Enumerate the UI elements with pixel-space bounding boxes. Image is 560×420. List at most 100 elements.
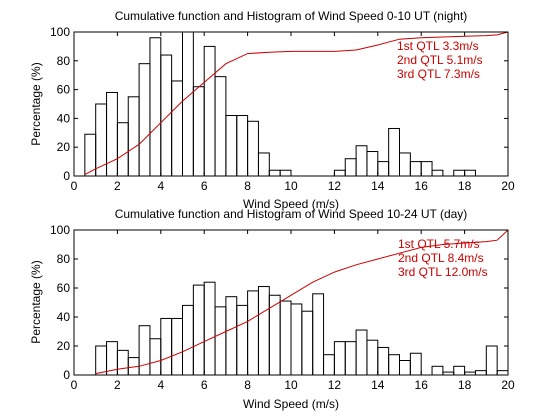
y-tick-label: 40	[57, 310, 71, 324]
y-tick-label: 0	[63, 368, 70, 382]
y-tick-label: 60	[57, 281, 71, 295]
x-tick-label: 0	[71, 179, 78, 193]
chart-panel-day: Cumulative function and Histogram of Win…	[29, 207, 515, 411]
y-tick-label: 0	[63, 169, 70, 183]
quartile-annotation: 2nd QTL 8.4m/s	[398, 251, 484, 265]
chart-panel-night: Cumulative function and Histogram of Win…	[29, 9, 515, 211]
histogram-bar	[453, 365, 466, 376]
histogram-bar	[268, 169, 281, 177]
histogram-bar	[247, 120, 259, 177]
cumulative-line	[95, 229, 509, 375]
histogram-bar	[420, 161, 433, 177]
histogram-bar	[464, 169, 476, 177]
histogram-bar	[399, 152, 411, 177]
histogram-bar	[312, 293, 325, 376]
histogram-bar	[377, 161, 390, 177]
y-tick-label: 20	[57, 140, 71, 154]
quartile-annotation: 1st QTL 3.3m/s	[397, 39, 479, 53]
x-tick-label: 6	[201, 179, 208, 193]
histogram-bar	[290, 303, 303, 376]
histogram-bar	[192, 86, 205, 177]
histogram-bar	[149, 37, 162, 177]
chart-title: Cumulative function and Histogram of Win…	[115, 9, 468, 23]
histogram-bar	[257, 152, 270, 177]
histogram-bar	[160, 317, 173, 376]
y-axis-label: Percentage (%)	[29, 260, 43, 343]
cumulative-line	[84, 31, 509, 176]
histogram-bar	[431, 169, 444, 177]
y-tick-label: 40	[57, 111, 71, 125]
histogram-bar	[355, 329, 368, 376]
histogram-bar	[214, 306, 227, 376]
y-tick-label: 100	[50, 25, 70, 39]
histogram-bar	[95, 345, 108, 376]
quartile-annotation: 1st QTL 5.7m/s	[398, 237, 480, 251]
x-axis-label: Wind Speed (m/s)	[243, 397, 339, 411]
quartile-annotation: 2nd QTL 5.1m/s	[397, 53, 483, 67]
histogram-bar	[431, 365, 444, 376]
x-tick-label: 20	[501, 179, 515, 193]
histogram-bar	[127, 96, 140, 177]
x-tick-label: 0	[71, 378, 78, 392]
histogram-bar	[171, 80, 183, 177]
x-tick-label: 16	[415, 179, 429, 193]
x-tick-label: 18	[458, 378, 472, 392]
histogram-bar	[171, 317, 183, 376]
x-tick-label: 8	[244, 179, 251, 193]
histogram-bar	[409, 352, 422, 376]
histogram-bar	[409, 161, 422, 177]
x-tick-label: 14	[371, 179, 385, 193]
x-tick-label: 6	[201, 378, 208, 392]
y-axis-label: Percentage (%)	[29, 62, 43, 145]
histogram-bar	[388, 127, 400, 177]
histogram-bar	[257, 286, 270, 376]
quartile-annotation: 3rd QTL 7.3m/s	[397, 67, 480, 81]
histogram-bar	[333, 341, 346, 376]
histogram-bar	[355, 145, 368, 177]
chart-title: Cumulative function and Histogram of Win…	[115, 207, 468, 221]
histogram-bar	[160, 54, 173, 177]
axis-ticks: 0 2 4 6 8 10 12 14 16 18 20 0 20 40 60 80 100	[50, 25, 515, 193]
quartile-annotation: 3rd QTL 12.0m/s	[398, 265, 488, 279]
y-tick-label: 100	[50, 223, 70, 237]
histogram-bar	[366, 151, 379, 177]
cumulative-curve	[95, 229, 509, 375]
x-tick-label: 4	[157, 378, 164, 392]
x-tick-label: 8	[244, 378, 251, 392]
histogram-bar	[225, 296, 238, 376]
histogram-bar	[453, 169, 466, 177]
histogram-bar	[366, 339, 379, 376]
plot-frame	[73, 31, 509, 177]
histogram-bar	[214, 76, 227, 177]
x-tick-label: 12	[328, 378, 342, 392]
quartile-annotations: 1st QTL 3.3m/s 2nd QTL 5.1m/s 3rd QTL 7.…	[397, 39, 483, 81]
x-tick-label: 16	[415, 378, 429, 392]
histogram-bar	[301, 310, 314, 376]
histogram-bar	[192, 284, 205, 376]
histogram-bar	[95, 103, 108, 177]
histogram-bar	[247, 290, 259, 376]
histogram-bar	[399, 360, 411, 376]
x-tick-label: 2	[114, 179, 121, 193]
histogram-bar	[236, 304, 249, 376]
x-tick-label: 10	[284, 378, 298, 392]
histogram-bar	[225, 115, 238, 177]
y-tick-label: 80	[57, 252, 71, 266]
x-tick-label: 18	[458, 179, 472, 193]
histogram-bar	[182, 304, 194, 376]
x-tick-label: 20	[501, 378, 515, 392]
x-tick-label: 2	[114, 378, 121, 392]
histogram-bar	[116, 349, 129, 376]
histogram-bar	[138, 63, 151, 177]
histogram-bar	[182, 31, 194, 177]
histogram-bar	[116, 122, 129, 177]
histogram-bar	[279, 300, 292, 376]
histogram-bar	[474, 370, 487, 376]
quartile-annotations: 1st QTL 5.7m/s 2nd QTL 8.4m/s 3rd QTL 12…	[398, 237, 488, 279]
histogram-bar	[323, 354, 335, 376]
histogram-bar	[344, 341, 357, 376]
histogram-bar	[496, 370, 509, 376]
y-tick-label: 20	[57, 339, 71, 353]
x-axis-label: Wind Speed (m/s)	[243, 197, 339, 211]
histogram-bar	[138, 325, 151, 376]
